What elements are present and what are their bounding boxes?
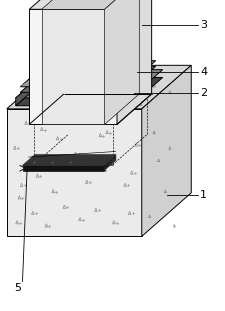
Polygon shape bbox=[22, 155, 116, 165]
Polygon shape bbox=[7, 65, 191, 109]
Polygon shape bbox=[117, 0, 152, 124]
Polygon shape bbox=[142, 65, 191, 236]
Polygon shape bbox=[105, 0, 139, 124]
Polygon shape bbox=[29, 9, 117, 124]
Polygon shape bbox=[29, 0, 152, 9]
Polygon shape bbox=[42, 0, 139, 9]
Polygon shape bbox=[20, 66, 156, 92]
Polygon shape bbox=[16, 70, 163, 98]
Polygon shape bbox=[104, 155, 116, 171]
Polygon shape bbox=[7, 109, 142, 236]
Polygon shape bbox=[16, 77, 163, 106]
Text: 2: 2 bbox=[200, 88, 207, 98]
Polygon shape bbox=[20, 61, 156, 87]
Text: 5: 5 bbox=[14, 283, 22, 293]
Polygon shape bbox=[42, 9, 105, 124]
Text: 3: 3 bbox=[200, 20, 207, 30]
Polygon shape bbox=[22, 165, 104, 171]
Polygon shape bbox=[16, 70, 48, 106]
Text: 4: 4 bbox=[200, 67, 207, 77]
Text: 1: 1 bbox=[200, 190, 207, 200]
